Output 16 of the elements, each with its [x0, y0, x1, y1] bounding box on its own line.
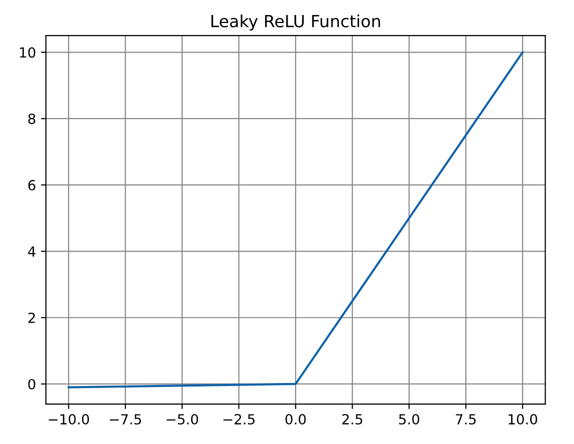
x-tick-label: −10.0 — [48, 414, 89, 425]
y-tick-label: 6 — [28, 180, 36, 190]
x-tick-label: 5.0 — [399, 414, 420, 425]
x-tick-label: 2.5 — [342, 414, 362, 425]
x-tick-label: −7.5 — [110, 414, 142, 425]
chart-title: Leaky ReLU Function — [211, 14, 380, 31]
y-tick-label: 2 — [28, 312, 35, 323]
x-tick-label: −5.0 — [166, 414, 198, 425]
x-tick-label: 7.5 — [456, 414, 476, 425]
x-tick-label: −2.5 — [223, 414, 255, 425]
y-tick-label: 8 — [28, 114, 36, 124]
x-tick-label: 10.0 — [508, 414, 538, 425]
y-tick-label: 0 — [28, 378, 36, 390]
y-tick-label: 4 — [28, 246, 36, 257]
x-tick-label: 0.0 — [285, 414, 306, 425]
y-tick-label: 10 — [20, 47, 36, 58]
